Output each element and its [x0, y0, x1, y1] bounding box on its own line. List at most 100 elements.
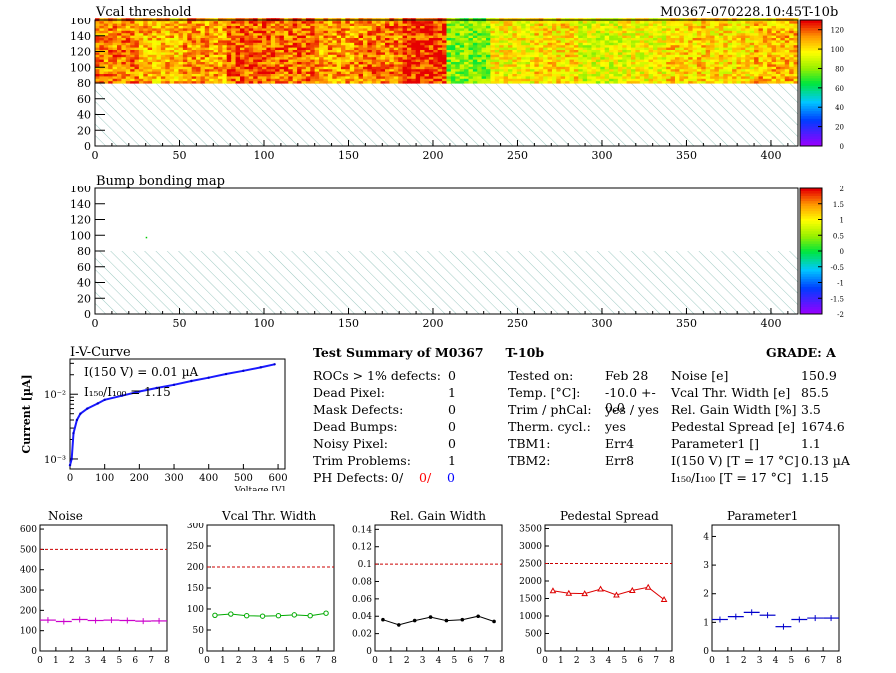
condition-value: yes — [605, 419, 626, 434]
data-point — [582, 591, 587, 596]
data-point — [566, 591, 571, 596]
iv-data-point — [190, 380, 192, 382]
colorbar-tick-label: -1.5 — [831, 295, 845, 303]
y-tick-label: 40 — [77, 109, 91, 122]
iv-data-point — [69, 464, 71, 466]
y-tick-label: 80 — [77, 245, 91, 258]
data-point — [646, 585, 651, 590]
condition-value: Err8 — [605, 453, 634, 468]
x-tick-label: 7 — [148, 656, 154, 666]
data-point — [213, 613, 217, 617]
data-point — [244, 614, 248, 618]
threshold-heatmap — [95, 18, 799, 83]
small-chart-frame — [712, 525, 839, 651]
y-tick-label: 200 — [20, 606, 37, 616]
defect-label: ROCs > 1% defects: — [313, 368, 441, 383]
y-tick-label: 0.06 — [352, 595, 372, 605]
small-chart-title: Vcal Thr. Width — [222, 509, 316, 523]
colorbar-tick-label: -1 — [837, 280, 844, 288]
x-tick-label: 4 — [268, 656, 274, 666]
x-tick-label: 400 — [760, 149, 781, 162]
y-tick-label: 0 — [84, 140, 91, 153]
x-tick-label: 2 — [741, 656, 747, 666]
condition-label: Trim / phCal: — [508, 402, 592, 417]
condition-row: Therm. cycl.:yes — [508, 419, 668, 435]
x-tick-label: 300 — [591, 317, 612, 330]
result-row: Vcal Thr. Width [e]85.5 — [671, 385, 881, 401]
x-tick-label: 7 — [315, 656, 321, 666]
defect-label: Dead Pixel: — [313, 385, 385, 400]
colorbar-band — [800, 208, 822, 211]
data-point — [229, 612, 233, 616]
result-value: 1.15 — [801, 470, 829, 485]
colorbar-band — [800, 53, 822, 56]
y-tick-label: 160 — [70, 18, 91, 27]
condition-row: TBM2: Err8 — [508, 453, 668, 469]
defect-row: Mask Defects:0 — [313, 402, 456, 418]
data-point — [445, 619, 449, 623]
y-tick-label: 0.1 — [358, 560, 372, 570]
y-tick-label: 160 — [70, 186, 91, 195]
y-tick-label: 60 — [77, 93, 91, 106]
x-tick-label: 5 — [284, 656, 290, 666]
defect-row: Trim Problems:1 — [313, 453, 456, 469]
result-value: 150.9 — [801, 368, 837, 383]
unfilled-region — [95, 251, 798, 314]
result-label: I₁₅₀/I₁₀₀ [T = 17 °C] — [671, 470, 791, 485]
data-point — [413, 619, 417, 623]
data-point — [630, 588, 635, 593]
ph-value-1: 0/ — [391, 470, 403, 485]
iv-x-tick-label: 400 — [199, 473, 218, 484]
y-tick-label: 80 — [77, 77, 91, 90]
y-tick-label: 1000 — [519, 612, 542, 622]
iv-annotation-ratio: I₁₅₀/I₁₀₀ = 1.15 — [84, 385, 171, 399]
data-point — [476, 614, 480, 618]
x-tick-label: 0 — [37, 656, 43, 666]
colorbar-band — [800, 78, 822, 81]
iv-x-tick-label: 600 — [269, 473, 288, 484]
iv-data-point — [97, 402, 99, 404]
defect-value: 1 — [448, 453, 456, 468]
x-tick-label: 350 — [676, 149, 697, 162]
colorbar-band — [800, 128, 822, 131]
y-tick-label: 500 — [20, 545, 37, 555]
colorbar-tick-label: 20 — [835, 124, 844, 132]
colorbar-tick-label: 0 — [840, 143, 844, 151]
data-point — [492, 620, 496, 624]
x-tick-label: 3 — [757, 656, 763, 666]
condition-row: Tested on:Feb 28 — [508, 368, 668, 384]
colorbar-tick-label: 0.5 — [833, 232, 844, 240]
data-point — [461, 618, 465, 622]
result-label: Pedestal Spread [e] — [671, 419, 795, 434]
colorbar-tick-label: -0.5 — [831, 264, 845, 272]
y-tick-label: 2000 — [519, 577, 542, 587]
condition-value: Err4 — [605, 436, 634, 451]
y-tick-label: 3500 — [519, 525, 542, 535]
colorbar-band — [800, 271, 822, 274]
condition-label: Tested on: — [508, 368, 573, 383]
iv-data-point — [225, 373, 227, 375]
iv-data-point — [86, 407, 88, 409]
x-tick-label: 1 — [725, 656, 731, 666]
colorbar-tick-label: -2 — [837, 311, 844, 319]
x-tick-label: 2 — [404, 656, 410, 666]
y-tick-label: 0.02 — [352, 630, 372, 640]
data-point — [324, 611, 328, 615]
x-tick-label: 50 — [172, 149, 186, 162]
x-tick-label: 150 — [338, 149, 359, 162]
x-tick-label: 5 — [622, 656, 628, 666]
y-tick-label: 100 — [70, 61, 91, 74]
colorbar-tick-label: 80 — [835, 65, 844, 73]
x-tick-label: 4 — [773, 656, 779, 666]
x-tick-label: 3 — [252, 656, 258, 666]
result-label: Noise [e] — [671, 368, 728, 383]
colorbar-band — [800, 91, 822, 94]
y-tick-label: 140 — [70, 30, 91, 43]
y-tick-label: 600 — [20, 525, 37, 535]
y-tick-label: 120 — [70, 214, 91, 227]
x-tick-label: 0 — [92, 149, 99, 162]
condition-label: TBM2: — [508, 453, 551, 468]
